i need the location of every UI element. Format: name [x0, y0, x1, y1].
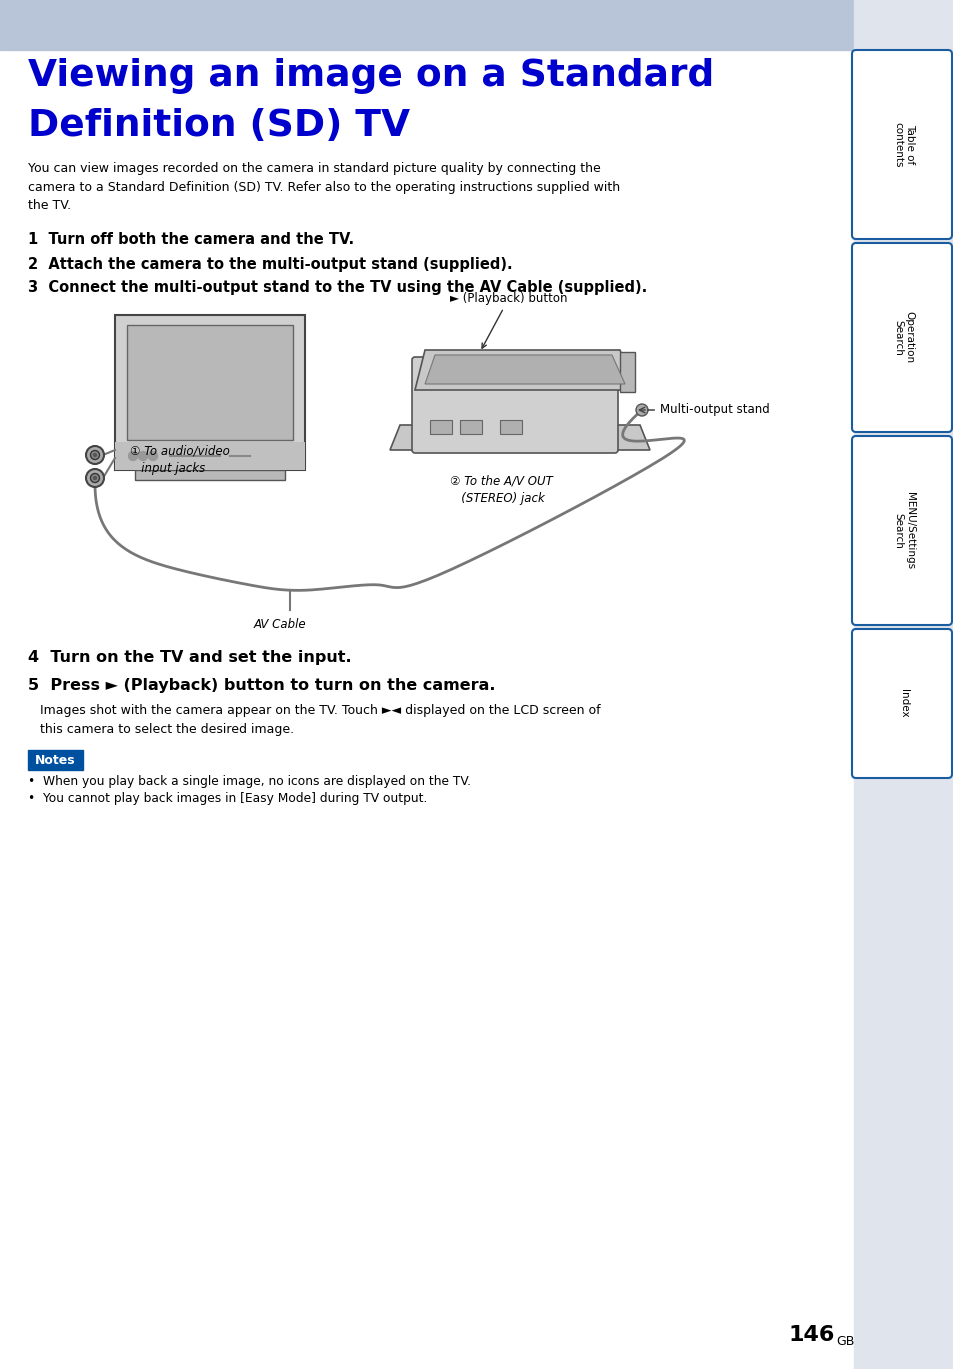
Text: MENU/Settings
Search: MENU/Settings Search: [892, 491, 914, 570]
Bar: [127, 324, 293, 439]
Text: 3  Connect the multi-output stand to the TV using the AV Cable (supplied).: 3 Connect the multi-output stand to the …: [28, 281, 646, 294]
Bar: [619, 352, 635, 392]
Bar: [853, 0, 953, 1369]
Circle shape: [636, 404, 647, 416]
FancyBboxPatch shape: [412, 357, 618, 453]
Bar: [0, 0, 953, 51]
Text: Notes: Notes: [34, 753, 75, 767]
Circle shape: [93, 453, 96, 456]
Text: 4  Turn on the TV and set the input.: 4 Turn on the TV and set the input.: [28, 650, 352, 665]
FancyBboxPatch shape: [851, 244, 951, 433]
Circle shape: [86, 470, 104, 487]
Text: ① To audio/video
   input jacks: ① To audio/video input jacks: [130, 445, 230, 475]
Bar: [430, 420, 452, 434]
Bar: [115, 442, 305, 470]
Text: Table of
contents: Table of contents: [892, 122, 914, 167]
Text: You can view images recorded on the camera in standard picture quality by connec: You can view images recorded on the came…: [28, 162, 619, 212]
Text: Definition (SD) TV: Definition (SD) TV: [28, 108, 410, 144]
FancyBboxPatch shape: [851, 51, 951, 240]
FancyBboxPatch shape: [115, 315, 305, 470]
Text: 5  Press ► (Playback) button to turn on the camera.: 5 Press ► (Playback) button to turn on t…: [28, 678, 495, 693]
Text: Index: Index: [898, 689, 908, 717]
Text: 2  Attach the camera to the multi-output stand (supplied).: 2 Attach the camera to the multi-output …: [28, 257, 512, 272]
Text: •  You cannot play back images in [Easy Mode] during TV output.: • You cannot play back images in [Easy M…: [28, 793, 427, 805]
Text: GB: GB: [835, 1335, 854, 1348]
Text: •  When you play back a single image, no icons are displayed on the TV.: • When you play back a single image, no …: [28, 775, 471, 789]
FancyBboxPatch shape: [851, 435, 951, 626]
Circle shape: [91, 474, 99, 482]
FancyBboxPatch shape: [851, 628, 951, 778]
Bar: [28, 750, 83, 769]
Circle shape: [86, 446, 104, 464]
Text: ② To the A/V OUT
   (STEREO) jack: ② To the A/V OUT (STEREO) jack: [450, 475, 552, 505]
Circle shape: [149, 452, 157, 460]
Bar: [459, 420, 481, 434]
Text: Viewing an image on a Standard: Viewing an image on a Standard: [28, 57, 714, 94]
Circle shape: [91, 450, 99, 460]
Circle shape: [93, 476, 96, 479]
Text: 146: 146: [788, 1325, 834, 1344]
Text: 1  Turn off both the camera and the TV.: 1 Turn off both the camera and the TV.: [28, 231, 354, 246]
Text: ► (Playback) button: ► (Playback) button: [450, 292, 567, 348]
Text: AV Cable: AV Cable: [253, 617, 306, 631]
Polygon shape: [415, 350, 635, 390]
Text: Images shot with the camera appear on the TV. Touch ►◄ displayed on the LCD scre: Images shot with the camera appear on th…: [28, 704, 600, 735]
Bar: [135, 470, 285, 481]
Polygon shape: [424, 355, 624, 383]
Bar: [499, 420, 521, 434]
Polygon shape: [390, 424, 649, 450]
Text: Multi-output stand: Multi-output stand: [647, 404, 769, 416]
Circle shape: [138, 452, 148, 460]
Circle shape: [129, 452, 137, 460]
Text: Operation
Search: Operation Search: [892, 311, 914, 364]
